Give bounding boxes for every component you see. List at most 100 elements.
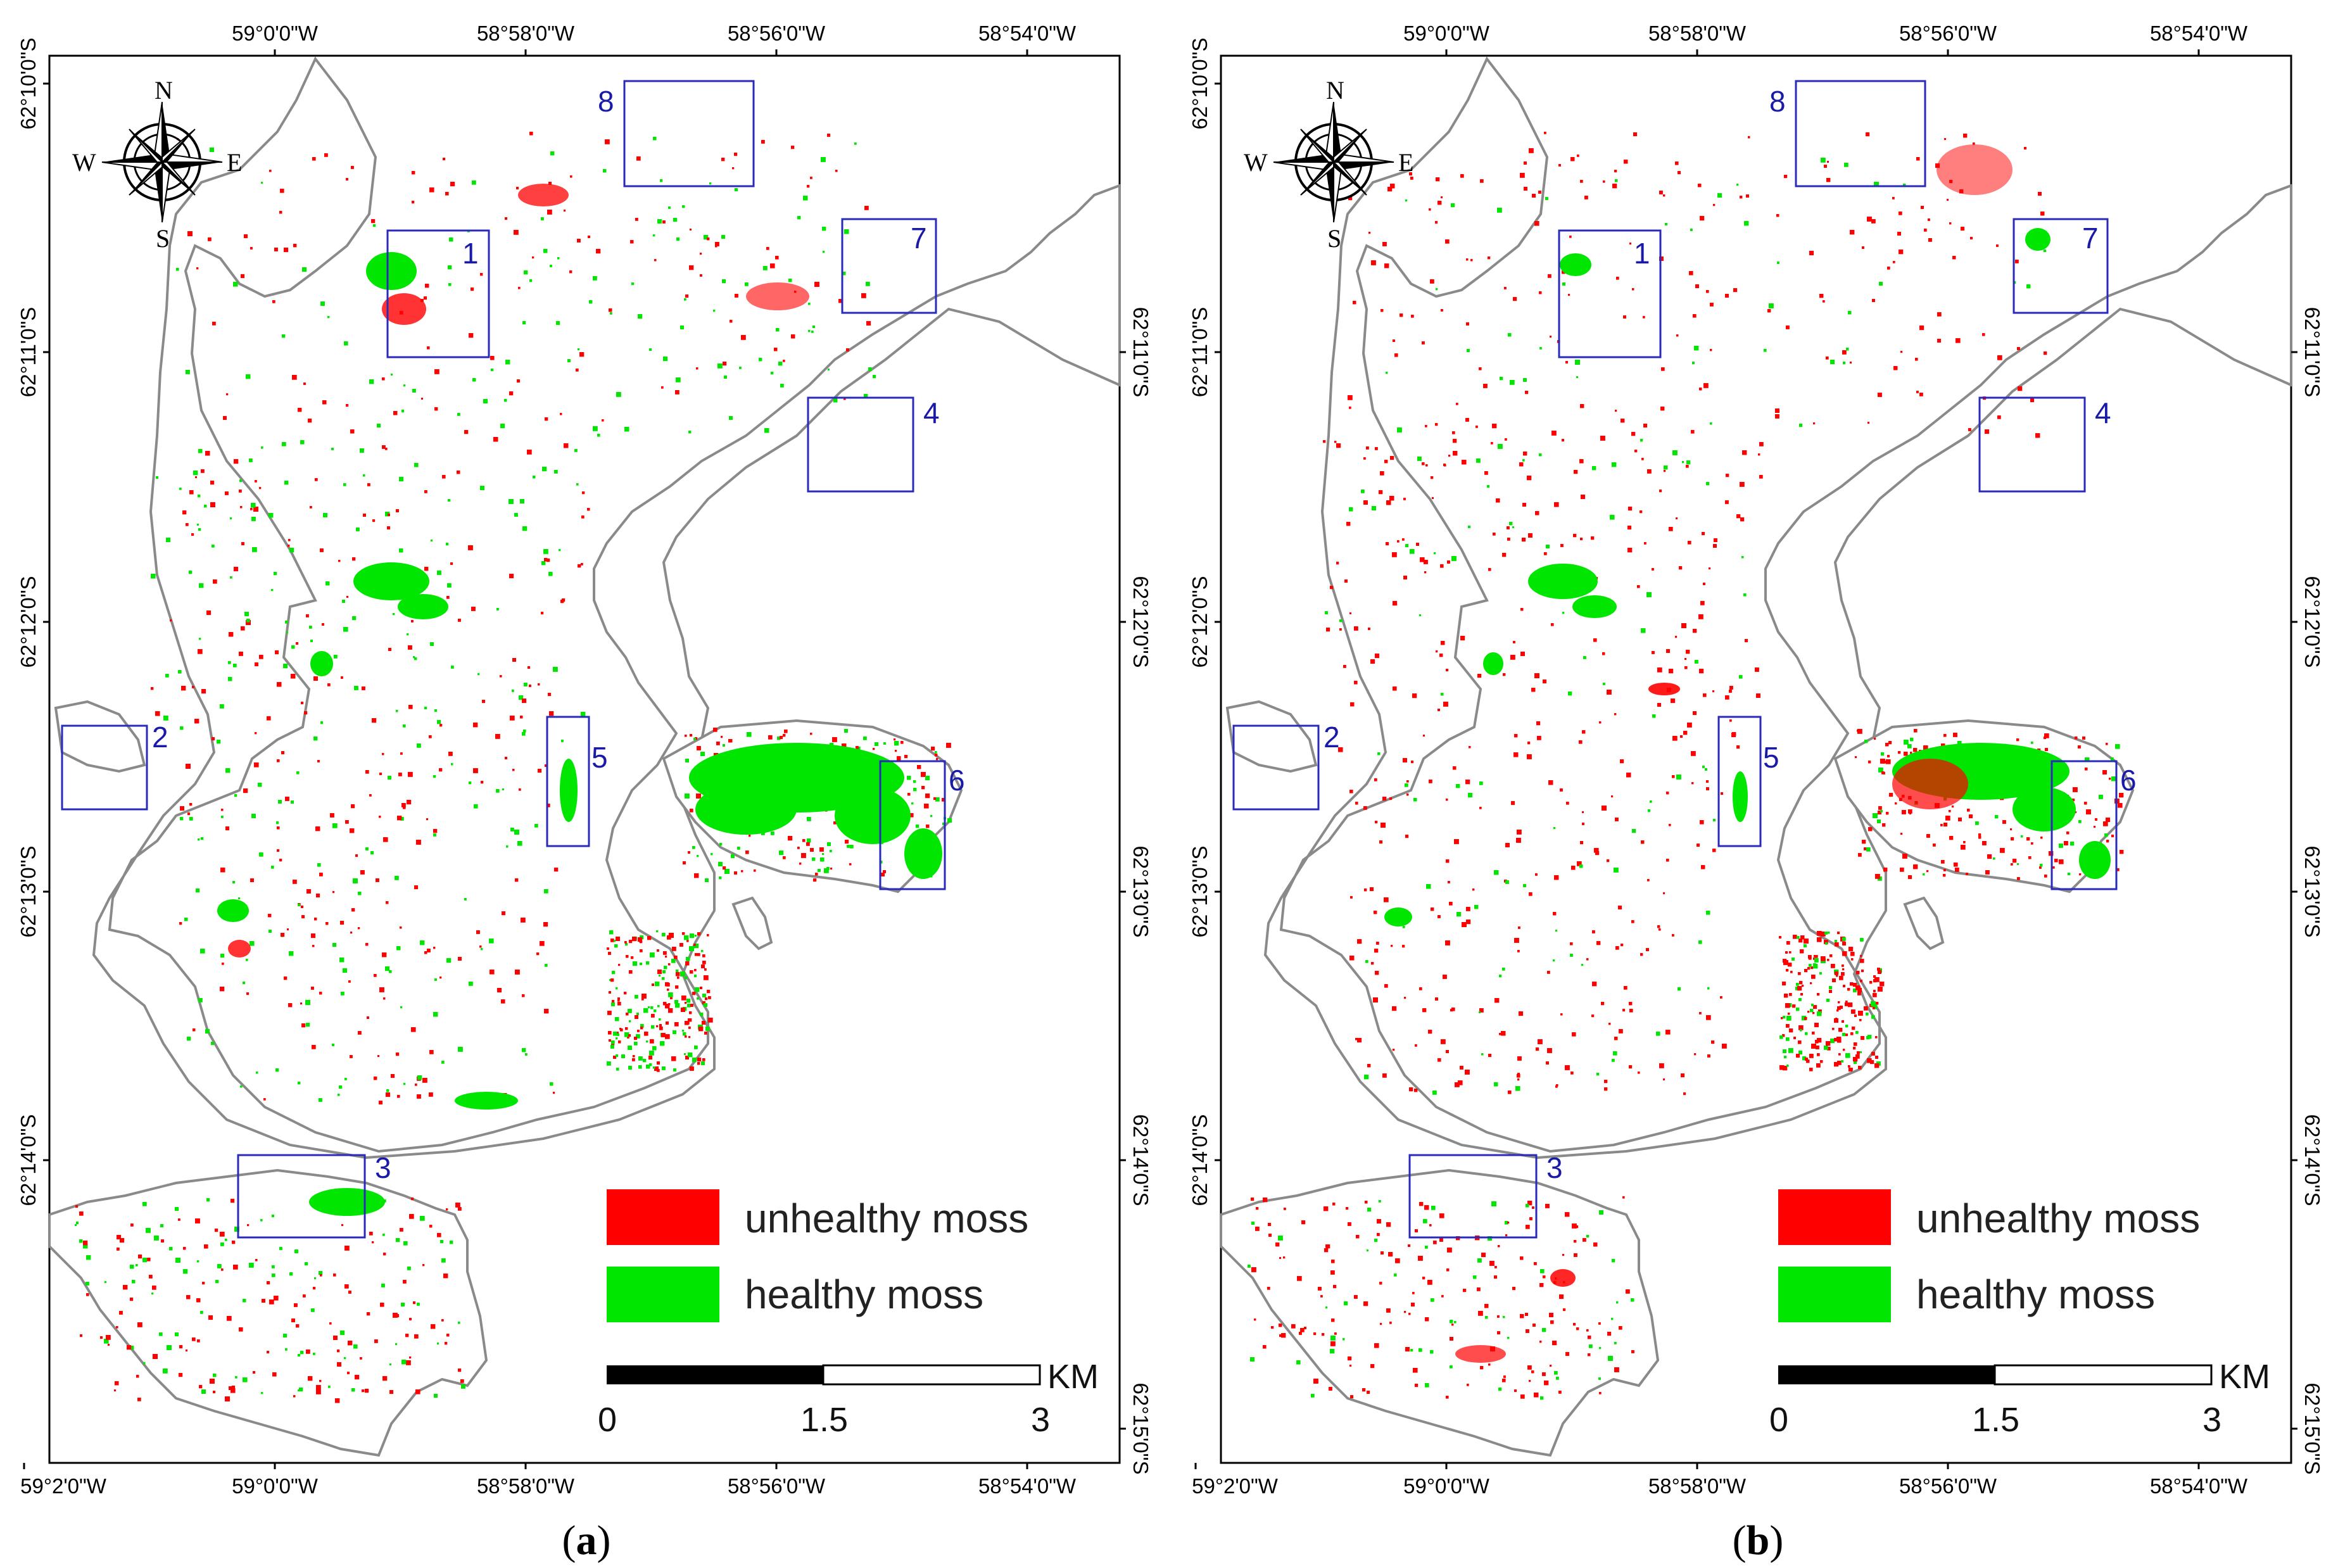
- moss-pixel: [801, 853, 806, 858]
- moss-pixel: [1611, 795, 1614, 798]
- moss-pixel: [1513, 297, 1517, 301]
- moss-pixel: [541, 612, 544, 615]
- moss-pixel: [220, 987, 225, 992]
- moss-pixel: [544, 558, 548, 562]
- moss-pixel: [1371, 260, 1376, 265]
- moss-pixel: [864, 394, 868, 398]
- moss-pixel: [512, 769, 515, 771]
- moss-pixel: [541, 561, 546, 566]
- moss-pixel: [946, 743, 951, 748]
- moss-pixel: [1907, 744, 1912, 749]
- moss-pixel: [1792, 1004, 1796, 1008]
- moss-pixel: [1529, 892, 1532, 896]
- moss-pixel: [705, 1027, 710, 1031]
- moss-pixel: [1336, 562, 1339, 565]
- moss-pixel: [734, 871, 737, 875]
- study-box-2[interactable]: [61, 724, 148, 811]
- moss-pixel: [656, 930, 659, 933]
- moss-pixel: [2031, 842, 2033, 845]
- graticule: 59°0'0"W 58°58'0"W 58°56'0"W 58°54'0"W 5…: [1188, 22, 2324, 1498]
- moss-pixel: [1449, 902, 1453, 906]
- moss-pixel: [1296, 1360, 1301, 1365]
- moss-pixel: [668, 963, 671, 966]
- study-box-6[interactable]: [879, 760, 946, 890]
- moss-pixel: [296, 1324, 300, 1328]
- moss-pixel: [151, 1293, 154, 1295]
- moss-pixel: [1812, 1032, 1815, 1035]
- study-box-4[interactable]: [807, 396, 914, 493]
- study-box-1[interactable]: [386, 229, 490, 358]
- moss-pixel: [1374, 1343, 1379, 1348]
- study-box-6[interactable]: [2050, 760, 2118, 890]
- moss-pixel: [1476, 458, 1481, 463]
- moss-pixel: [673, 218, 678, 222]
- moss-pixel: [1963, 134, 1968, 138]
- moss-pixel: [130, 1346, 134, 1350]
- moss-pixel: [1802, 1016, 1807, 1021]
- moss-pixel: [719, 876, 722, 880]
- moss-pixel: [228, 661, 231, 664]
- moss-pixel: [1629, 243, 1632, 245]
- moss-pixel: [1354, 626, 1358, 631]
- moss-pixel: [1343, 665, 1346, 668]
- lon-top-label: 58°54'0"W: [2150, 22, 2248, 45]
- study-box-7[interactable]: [841, 218, 937, 314]
- moss-pixel: [1413, 798, 1417, 802]
- moss-pixel: [226, 393, 229, 396]
- moss-pixel: [1663, 892, 1665, 895]
- moss-pixel: [1424, 560, 1428, 564]
- moss-pixel: [1850, 230, 1855, 235]
- study-box-8[interactable]: [623, 80, 755, 187]
- moss-pixel: [193, 471, 198, 476]
- moss-pixel: [1602, 652, 1605, 655]
- moss-pixel: [239, 490, 242, 493]
- moss-pixel: [1706, 1015, 1711, 1020]
- moss-pixel: [665, 1034, 670, 1039]
- legend-swatch-healthy: [1778, 1267, 1891, 1322]
- moss-pixel: [234, 1227, 239, 1232]
- moss-pixel: [206, 1198, 210, 1202]
- moss-pixel: [253, 507, 258, 512]
- moss-pixel: [1823, 300, 1825, 303]
- moss-pixel: [1713, 204, 1716, 206]
- study-box-8[interactable]: [1795, 80, 1926, 187]
- moss-pixel: [1479, 1011, 1481, 1014]
- moss-pixel: [250, 878, 254, 882]
- moss-pixel: [323, 513, 327, 517]
- study-box-5[interactable]: [1717, 716, 1762, 847]
- study-box-4[interactable]: [1978, 396, 2086, 493]
- study-box-3[interactable]: [1408, 1154, 1538, 1239]
- box-label-6: 6: [949, 764, 965, 797]
- study-box-2[interactable]: [1232, 724, 1320, 811]
- study-box-3[interactable]: [237, 1154, 366, 1239]
- study-box-1[interactable]: [1558, 229, 1662, 358]
- moss-pixel: [1607, 1332, 1612, 1336]
- moss-pixel: [900, 741, 904, 744]
- moss-pixel: [198, 998, 203, 1002]
- study-box-5[interactable]: [546, 716, 590, 847]
- moss-pixel: [1392, 552, 1397, 557]
- moss-pixel: [1348, 196, 1353, 201]
- moss-pixel: [159, 1332, 163, 1336]
- moss-pixel: [1881, 752, 1885, 756]
- moss-pixel: [1573, 1323, 1576, 1326]
- moss-pixel: [427, 949, 431, 952]
- moss-pixel: [1457, 912, 1462, 917]
- moss-pixel: [1850, 1032, 1854, 1035]
- box-label-6: 6: [2120, 764, 2137, 797]
- moss-pixel: [821, 157, 826, 162]
- moss-pixel: [1438, 915, 1441, 918]
- moss-pixel: [316, 1389, 321, 1394]
- moss-pixel: [179, 1373, 183, 1377]
- study-box-7[interactable]: [2013, 218, 2109, 314]
- moss-pixel: [1332, 1203, 1336, 1206]
- moss-pixel: [1466, 322, 1469, 326]
- moss-pixel: [1612, 1059, 1615, 1062]
- moss-pixel: [1462, 460, 1467, 465]
- moss-pixel: [1255, 1227, 1260, 1231]
- moss-pixel: [1419, 1348, 1422, 1352]
- moss-pixel: [512, 690, 514, 692]
- moss-pixel: [660, 179, 663, 182]
- moss-pixel: [386, 901, 389, 904]
- moss-pixel: [1455, 1082, 1460, 1087]
